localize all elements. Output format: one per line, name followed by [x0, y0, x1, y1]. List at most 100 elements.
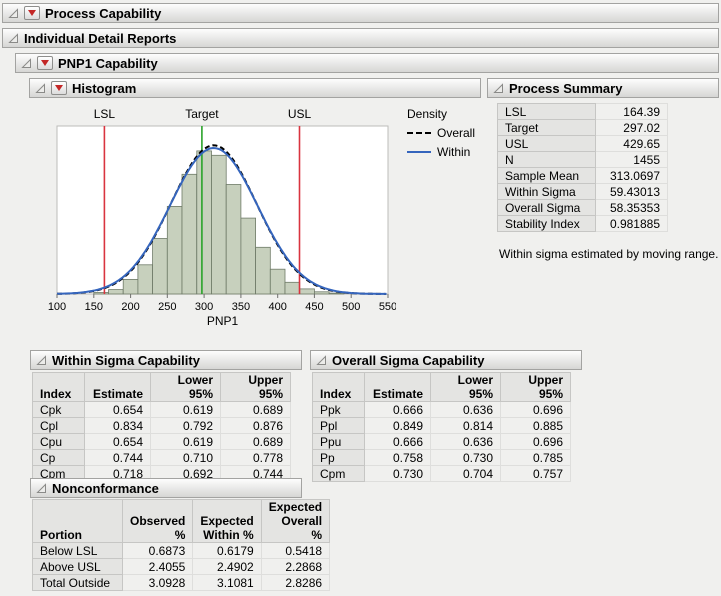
svg-text:450: 450 [305, 301, 323, 313]
cell-value: 0.689 [220, 401, 291, 418]
disclosure-open-icon[interactable] [8, 32, 19, 44]
outline-title: Process Summary [509, 80, 623, 96]
outline-title: Individual Detail Reports [24, 30, 177, 46]
column-header: Index [32, 372, 85, 402]
cell-value: 0.834 [84, 417, 151, 434]
table-header-row: Index Estimate Lower 95% Upper 95% [32, 372, 291, 402]
cell-value: 0.6179 [192, 542, 262, 559]
table-row: LSL 164.39 [497, 103, 668, 120]
row-label: Ppl [312, 417, 365, 434]
cell-value: 0.636 [430, 401, 501, 418]
cell-value: 0.814 [430, 417, 501, 434]
column-header: Observed % [121, 499, 194, 543]
cell-value: 0.654 [84, 433, 151, 450]
cell-value: 429.65 [595, 135, 668, 152]
table-row: Ppu 0.666 0.636 0.696 [312, 433, 571, 450]
outline-band-histogram: Histogram [29, 78, 481, 98]
row-label: Ppk [312, 401, 365, 418]
red-triangle-menu-button[interactable] [24, 6, 40, 20]
cell-value: 0.6873 [121, 542, 194, 559]
column-header: Upper 95% [500, 372, 571, 402]
cell-value: 0.744 [84, 449, 151, 466]
legend-entry-overall: Overall [407, 126, 475, 140]
histogram-chart[interactable]: LSL Target USL 100 150 200 250 300 350 400 450 500 5… [40, 104, 396, 336]
svg-text:USL: USL [288, 107, 312, 121]
table-row: N 1455 [497, 151, 668, 168]
cell-value: 0.636 [430, 433, 501, 450]
table-row: Ppk 0.666 0.636 0.696 [312, 401, 571, 418]
cell-value: 0.849 [364, 417, 431, 434]
cell-value: 3.1081 [192, 574, 262, 591]
cell-value: 59.43013 [595, 183, 668, 200]
outline-band-process-capability: Process Capability [2, 3, 719, 23]
cell-value: 0.885 [500, 417, 571, 434]
cell-value: 0.876 [220, 417, 291, 434]
table-row: Sample Mean 313.0697 [497, 167, 668, 184]
process-summary-table: LSL 164.39 Target 297.02 USL 429.65 N 1455 Sampl… [497, 103, 668, 232]
disclosure-open-icon[interactable] [8, 7, 19, 19]
outline-title: Nonconformance [52, 480, 159, 496]
cell-value: 0.778 [220, 449, 291, 466]
column-header: Lower 95% [150, 372, 221, 402]
cell-value: 0.730 [364, 465, 431, 482]
cell-value: 0.696 [500, 433, 571, 450]
overall-sigma-capability-table: Index Estimate Lower 95% Upper 95% Ppk 0.… [312, 372, 571, 482]
table-header-row: Portion Observed % Expected Within % Exp… [32, 499, 331, 543]
cell-value: 0.981885 [595, 215, 668, 232]
disclosure-open-icon[interactable] [36, 354, 47, 366]
cell-value: 0.757 [500, 465, 571, 482]
disclosure-open-icon[interactable] [35, 82, 46, 94]
svg-text:150: 150 [85, 301, 103, 313]
overall-curve-swatch [407, 132, 431, 134]
column-header: Estimate [364, 372, 431, 402]
row-label: Within Sigma [497, 183, 596, 200]
cell-value: 1455 [595, 151, 668, 168]
cell-value: 164.39 [595, 103, 668, 120]
cell-value: 0.619 [150, 433, 221, 450]
disclosure-open-icon[interactable] [493, 82, 504, 94]
table-row: Above USL 2.4055 2.4902 2.2868 [32, 558, 331, 575]
svg-text:100: 100 [48, 301, 66, 313]
table-row: Ppl 0.849 0.814 0.885 [312, 417, 571, 434]
outline-title: PNP1 Capability [58, 55, 158, 71]
table-row: Below LSL 0.6873 0.6179 0.5418 [32, 542, 331, 559]
legend-label: Overall [437, 126, 476, 140]
cell-value: 297.02 [595, 119, 668, 136]
table-row: Total Outside 3.0928 3.1081 2.8286 [32, 574, 331, 591]
outline-band-nonconformance: Nonconformance [30, 478, 302, 498]
row-label: Total Outside [32, 574, 123, 591]
column-header: Index [312, 372, 365, 402]
table-row: Target 297.02 [497, 119, 668, 136]
svg-text:Target: Target [185, 107, 219, 121]
column-header: Upper 95% [220, 372, 291, 402]
nonconformance-table: Portion Observed % Expected Within % Exp… [32, 499, 331, 591]
cell-value: 313.0697 [595, 167, 668, 184]
cell-value: 0.704 [430, 465, 501, 482]
svg-text:300: 300 [195, 301, 213, 313]
outline-band-overall-sigma-capability: Overall Sigma Capability [310, 350, 582, 370]
disclosure-open-icon[interactable] [316, 354, 327, 366]
svg-text:250: 250 [158, 301, 176, 313]
disclosure-open-icon[interactable] [36, 482, 47, 494]
table-row: Within Sigma 59.43013 [497, 183, 668, 200]
row-label: Cpm [312, 465, 365, 482]
outline-band-pnp1-capability: PNP1 Capability [15, 53, 719, 73]
svg-text:200: 200 [121, 301, 139, 313]
row-label: Cp [32, 449, 85, 466]
row-label: LSL [497, 103, 596, 120]
red-triangle-menu-button[interactable] [37, 56, 53, 70]
legend-label: Within [437, 145, 471, 159]
column-header: Estimate [84, 372, 151, 402]
svg-text:550: 550 [379, 301, 396, 313]
table-row: Cpk 0.654 0.619 0.689 [32, 401, 291, 418]
disclosure-open-icon[interactable] [21, 57, 32, 69]
cell-value: 2.2868 [260, 558, 331, 575]
within-sigma-note: Within sigma estimated by moving range. [499, 247, 719, 261]
row-label: Sample Mean [497, 167, 596, 184]
table-row: Cpu 0.654 0.619 0.689 [32, 433, 291, 450]
row-label: Cpk [32, 401, 85, 418]
row-label: Ppu [312, 433, 365, 450]
red-triangle-menu-button[interactable] [51, 81, 67, 95]
legend-entry-within: Within [407, 145, 475, 159]
